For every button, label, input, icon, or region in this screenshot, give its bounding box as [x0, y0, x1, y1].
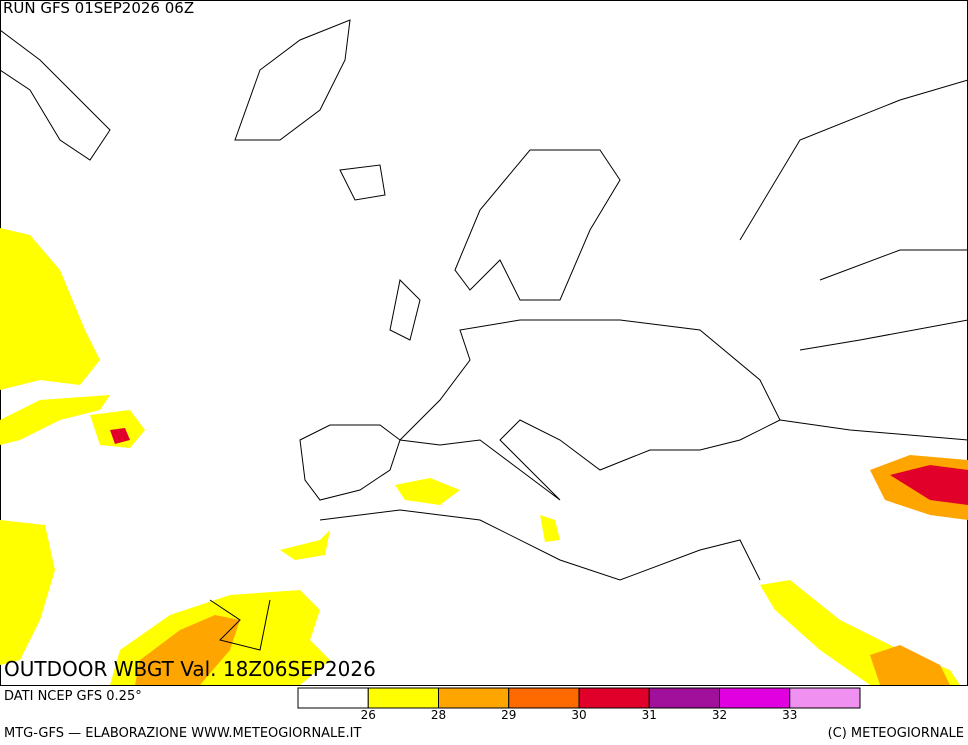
- colorbar-box: [578, 687, 650, 709]
- colorbar: 26 28 29 30 31 32 33: [297, 687, 861, 722]
- footer-left: MTG-GFS — ELABORAZIONE WWW.METEOGIORNALE…: [4, 726, 361, 741]
- colorbar-tick-label: 30: [571, 708, 586, 722]
- colorbar-tick-label: 29: [501, 708, 516, 722]
- colorbar-tick-label: 31: [642, 708, 657, 722]
- colorbar-box: [648, 687, 720, 709]
- map-title: OUTDOOR WBGT Val. 18Z06SEP2026: [4, 657, 376, 681]
- colorbar-box: [719, 687, 791, 709]
- colorbar-tick-label: 26: [361, 708, 376, 722]
- source-label: DATI NCEP GFS 0.25°: [4, 689, 142, 704]
- colorbar-box: [297, 687, 369, 709]
- map: [0, 0, 968, 686]
- footer-right: (C) METEOGIORNALE: [828, 726, 964, 741]
- colorbar-tick-label: 32: [712, 708, 727, 722]
- colorbar-box: [789, 687, 861, 709]
- colorbar-box: [508, 687, 580, 709]
- colorbar-tick-label: 28: [431, 708, 446, 722]
- colorbar-tick-label: 33: [782, 708, 797, 722]
- colorbar-box: [438, 687, 510, 709]
- run-label: RUN GFS 01SEP2026 06Z: [3, 0, 194, 17]
- colorbar-box: [367, 687, 439, 709]
